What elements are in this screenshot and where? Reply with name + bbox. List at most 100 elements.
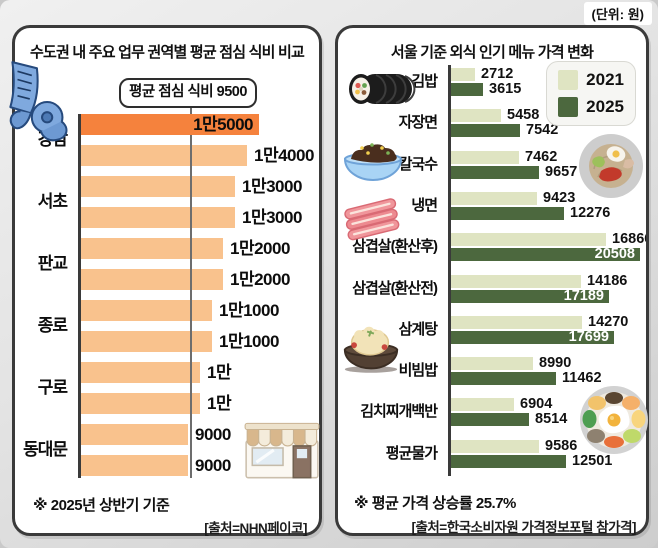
category-label-비빔밥: 비빔밥 bbox=[398, 362, 438, 379]
bar-서초-1 bbox=[81, 176, 235, 197]
bar-value-label: 12276 bbox=[570, 205, 611, 221]
bar-2025-김밥 bbox=[450, 83, 483, 96]
bar-value-label: 11462 bbox=[562, 370, 602, 386]
jajangmyeon-icon bbox=[343, 143, 403, 181]
bar-2021-삼계탕 bbox=[450, 316, 582, 329]
legend-item-2021: 2021 bbox=[558, 70, 624, 90]
category-label-칼국수: 칼국수 bbox=[398, 156, 438, 173]
bar-2025-비빔밥 bbox=[450, 372, 556, 385]
receipt-icon bbox=[9, 61, 68, 142]
bar-value-label: 1만3000 bbox=[242, 177, 302, 196]
bar-2021-평균물가 bbox=[450, 440, 539, 453]
bar-구로-1 bbox=[81, 362, 200, 383]
category-label-삼겹살(환산후): 삼겹살(환산후) bbox=[352, 238, 438, 255]
bar-2021-김치찌개백반 bbox=[450, 398, 514, 411]
legend-item-2025: 2025 bbox=[558, 97, 624, 117]
right-chart-axis bbox=[448, 65, 451, 476]
category-label-삼겹살(환산전): 삼겹살(환산전) bbox=[352, 280, 438, 297]
bar-value-label: 5458 bbox=[507, 107, 540, 123]
right-source: [출처=한국소비자원 가격정보포털 참가격] bbox=[411, 520, 636, 535]
category-label-김밥: 김밥 bbox=[411, 73, 438, 90]
bar-value-label: 1만 bbox=[207, 363, 232, 382]
left-chart-axis bbox=[78, 114, 81, 478]
bar-value-label: 17699 bbox=[568, 329, 609, 345]
bar-value-label: 1만2000 bbox=[230, 239, 290, 258]
bar-2021-냉면 bbox=[450, 192, 537, 205]
bar-value-label: 7462 bbox=[525, 149, 558, 165]
category-label-구로: 구로 bbox=[37, 378, 68, 397]
legend: 2021 2025 bbox=[546, 61, 636, 126]
category-label-판교: 판교 bbox=[37, 254, 68, 273]
gimbap-icon bbox=[349, 74, 416, 104]
bar-value-label: 9000 bbox=[195, 456, 231, 475]
bar-판교-1 bbox=[81, 238, 223, 259]
bar-value-label: 14270 bbox=[588, 314, 629, 330]
category-label-평균물가: 평균물가 bbox=[385, 445, 438, 462]
category-label-냉면: 냉면 bbox=[411, 197, 438, 214]
bar-2025-삼겹살(환산전): 17189 bbox=[450, 288, 609, 304]
category-label-종로: 종로 bbox=[37, 316, 68, 335]
left-panel: 수도권 내 주요 업무 권역별 평균 점심 식비 비교 평균 점심 식비 950… bbox=[12, 25, 322, 536]
bibimbap-icon bbox=[580, 386, 648, 454]
right-panel-title: 서울 기준 외식 인기 메뉴 가격 변화 bbox=[390, 44, 594, 61]
bar-value-label: 17189 bbox=[563, 288, 604, 304]
bar-종로-2 bbox=[81, 331, 212, 352]
average-lunch-label-box: 평균 점심 식비 9500 bbox=[119, 78, 257, 108]
bar-value-label: 16866 bbox=[612, 231, 646, 247]
bar-value-label: 7542 bbox=[526, 122, 559, 138]
bar-2025-냉면 bbox=[450, 207, 564, 220]
bar-2021-삼겹살(환산후) bbox=[450, 233, 606, 246]
bar-2025-김치찌개백반 bbox=[450, 413, 529, 426]
bar-value-label: 2712 bbox=[481, 66, 514, 82]
category-label-삼계탕: 삼계탕 bbox=[398, 321, 438, 338]
bar-동대문-2 bbox=[81, 455, 188, 476]
samgyetang-icon bbox=[343, 326, 399, 373]
bar-동대문-1 bbox=[81, 424, 188, 445]
bar-value-label: 9586 bbox=[545, 438, 578, 454]
category-label-자장면: 자장면 bbox=[398, 114, 438, 131]
bar-2025-삼계탕: 17699 bbox=[450, 329, 614, 345]
left-source: [출처=NHN페이코] bbox=[204, 521, 307, 536]
category-label-김치찌개백반: 김치찌개백반 bbox=[360, 403, 438, 420]
bar-2021-자장면 bbox=[450, 109, 501, 122]
category-label-동대문: 동대문 bbox=[23, 440, 68, 459]
bar-value-label: 3615 bbox=[489, 81, 522, 97]
bar-2025-칼국수 bbox=[450, 166, 539, 179]
bar-value-label: 1만 bbox=[207, 394, 232, 413]
legend-swatch-2021 bbox=[558, 70, 579, 90]
legend-swatch-2025 bbox=[558, 97, 579, 117]
bar-2025-평균물가 bbox=[450, 455, 566, 468]
bar-value-label: 1만5000 bbox=[193, 115, 253, 134]
bar-2025-삼겹살(환산후): 20508 bbox=[450, 246, 640, 262]
naengmyeon-icon bbox=[579, 134, 643, 198]
category-label-서초: 서초 bbox=[37, 192, 68, 211]
bar-value-label: 1만3000 bbox=[242, 208, 302, 227]
bar-강남-2 bbox=[81, 145, 247, 166]
bar-value-label: 12501 bbox=[572, 453, 613, 469]
left-panel-title: 수도권 내 주요 업무 권역별 평균 점심 식비 비교 bbox=[30, 44, 305, 61]
bar-value-label: 1만1000 bbox=[219, 332, 279, 351]
bar-서초-2 bbox=[81, 207, 235, 228]
average-reference-line bbox=[190, 107, 192, 478]
bar-value-label: 20508 bbox=[594, 246, 635, 262]
bar-종로-1 bbox=[81, 300, 212, 321]
storefront-icon bbox=[244, 422, 320, 479]
bar-value-label: 1만2000 bbox=[230, 270, 290, 289]
legend-label-2025: 2025 bbox=[586, 97, 624, 116]
bar-강남-1: 1만5000 bbox=[81, 114, 259, 135]
bar-value-label: 1만4000 bbox=[254, 146, 314, 165]
bar-2021-칼국수 bbox=[450, 151, 519, 164]
bar-value-label: 9000 bbox=[195, 425, 231, 444]
bar-value-label: 14186 bbox=[587, 273, 628, 289]
bar-value-label: 8990 bbox=[539, 355, 572, 371]
unit-note: (단위: 원) bbox=[583, 2, 652, 25]
bar-2025-자장면 bbox=[450, 124, 520, 137]
samgyeopsal-icon bbox=[344, 198, 400, 241]
lunch-price-bar-chart: 1만5000 1만4000 1만3000 1만3000 1만2000 1만2000 1만10… bbox=[15, 28, 319, 533]
bar-value-label: 9657 bbox=[545, 164, 578, 180]
bar-2021-김밥 bbox=[450, 68, 475, 81]
bar-2021-비빔밥 bbox=[450, 357, 533, 370]
